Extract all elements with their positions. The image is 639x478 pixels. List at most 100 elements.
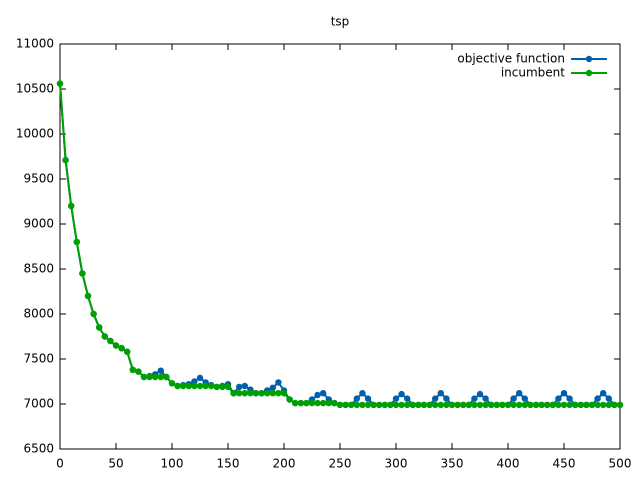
- point: [336, 401, 344, 409]
- point: [146, 373, 153, 381]
- point: [448, 401, 456, 409]
- point: [415, 401, 422, 409]
- point: [152, 373, 159, 381]
- point: [196, 382, 204, 390]
- point: [79, 270, 86, 277]
- point: [241, 390, 248, 397]
- point: [471, 401, 478, 409]
- point: [432, 401, 439, 409]
- x-tick-label: 400: [497, 457, 520, 471]
- point: [549, 401, 556, 409]
- y-tick-label: 10500: [16, 82, 54, 96]
- point: [605, 395, 612, 402]
- point: [342, 401, 349, 409]
- point: [521, 401, 528, 409]
- point: [297, 399, 304, 407]
- point: [493, 401, 500, 409]
- point: [499, 401, 506, 409]
- point: [409, 401, 416, 409]
- point: [241, 382, 248, 390]
- point: [118, 345, 125, 352]
- point: [364, 395, 372, 402]
- point: [381, 401, 388, 409]
- point: [482, 395, 489, 402]
- y-tick-label: 6500: [23, 442, 54, 456]
- point: [308, 399, 316, 407]
- point: [398, 390, 405, 398]
- y-tick-label: 8000: [23, 307, 54, 321]
- point: [353, 395, 360, 402]
- point: [376, 401, 383, 409]
- x-tick-label: 100: [161, 457, 184, 471]
- point: [359, 401, 366, 409]
- point: [107, 337, 114, 345]
- point: [191, 382, 198, 390]
- point: [516, 401, 523, 409]
- point: [252, 390, 260, 397]
- point: [202, 382, 209, 390]
- point: [566, 395, 573, 402]
- point: [482, 401, 489, 409]
- point: [174, 382, 181, 390]
- point: [437, 401, 444, 409]
- point: [163, 373, 170, 381]
- point: [359, 390, 366, 397]
- legend-marker: [585, 55, 593, 63]
- point: [370, 401, 377, 409]
- point: [280, 390, 288, 397]
- point: [269, 384, 276, 391]
- point: [56, 80, 64, 87]
- point: [538, 401, 545, 409]
- point: [264, 390, 271, 397]
- point: [112, 342, 120, 349]
- point: [532, 401, 540, 409]
- point: [510, 401, 517, 409]
- point: [594, 395, 601, 402]
- point: [594, 401, 601, 409]
- y-tick-label: 7500: [23, 352, 54, 366]
- point: [275, 379, 282, 386]
- point: [157, 367, 164, 374]
- point: [432, 395, 439, 402]
- point: [185, 382, 192, 390]
- chart-title: tsp: [331, 15, 350, 29]
- point: [353, 401, 360, 409]
- y-tick-label: 10000: [16, 127, 54, 141]
- x-tick-label: 0: [56, 457, 64, 471]
- point: [269, 390, 276, 397]
- point: [157, 373, 164, 381]
- point: [168, 380, 176, 387]
- x-tick-label: 350: [441, 457, 464, 471]
- point: [275, 390, 282, 397]
- point: [555, 401, 562, 409]
- point: [135, 368, 142, 375]
- point: [320, 390, 327, 397]
- point: [258, 390, 265, 397]
- point: [387, 401, 394, 409]
- point: [180, 382, 187, 390]
- point: [555, 395, 562, 402]
- y-tick-label: 7000: [23, 397, 54, 411]
- point: [476, 401, 484, 409]
- legend-marker: [585, 69, 593, 77]
- point: [516, 390, 523, 397]
- y-tick-label: 9500: [23, 172, 54, 186]
- x-tick-label: 50: [108, 457, 123, 471]
- point: [230, 390, 237, 397]
- point: [392, 401, 400, 409]
- point: [437, 390, 444, 397]
- point: [588, 401, 596, 409]
- point: [303, 399, 310, 407]
- point: [286, 396, 293, 403]
- point: [465, 401, 472, 409]
- x-tick-label: 500: [609, 457, 632, 471]
- x-tick-label: 150: [217, 457, 240, 471]
- point: [605, 401, 612, 409]
- point: [504, 401, 512, 409]
- x-tick-label: 250: [329, 457, 352, 471]
- point: [140, 373, 148, 381]
- point: [348, 401, 355, 409]
